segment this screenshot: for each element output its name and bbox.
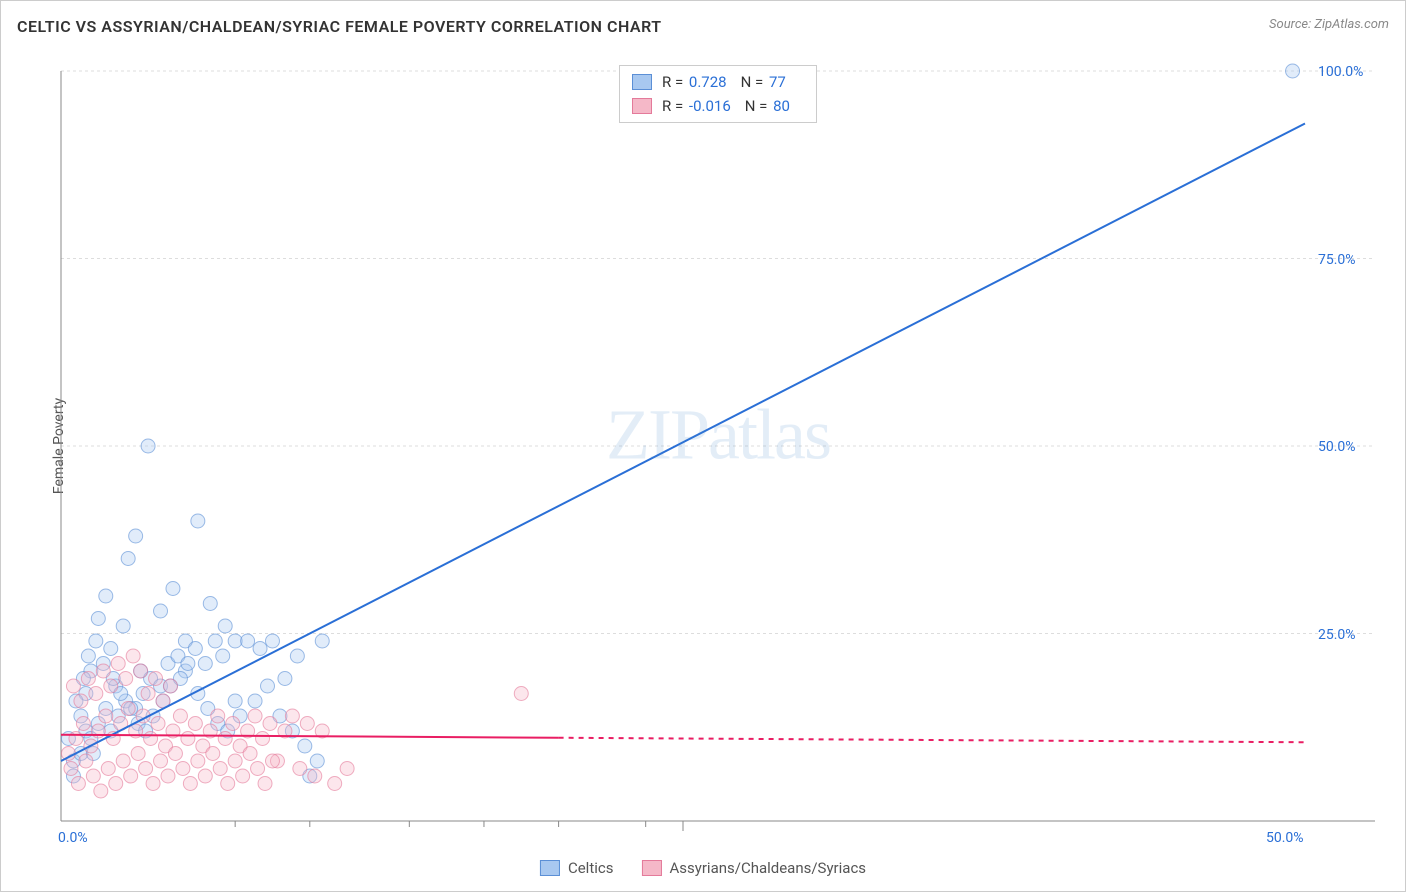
- legend-label-1: Celtics: [568, 859, 614, 877]
- n-value-2: 80: [773, 97, 790, 115]
- r-label-2: R =: [662, 97, 687, 115]
- chart-title: CELTIC VS ASSYRIAN/CHALDEAN/SYRIAC FEMAL…: [17, 17, 662, 36]
- n-value-1: 77: [769, 73, 786, 91]
- y-tick-label: 100.0%: [1318, 64, 1363, 80]
- legend-label-2: Assyrians/Chaldeans/Syriacs: [669, 859, 866, 877]
- source-attribution: Source: ZipAtlas.com: [1269, 17, 1389, 32]
- chart-container: CELTIC VS ASSYRIAN/CHALDEAN/SYRIAC FEMAL…: [0, 0, 1406, 892]
- y-tick-label: 75.0%: [1318, 252, 1356, 268]
- legend-swatch-1: [540, 860, 560, 876]
- stats-row-series-1: R = 0.728 N = 77: [632, 70, 804, 94]
- series-legend: Celtics Assyrians/Chaldeans/Syriacs: [540, 859, 866, 877]
- n-label-1: N =: [741, 73, 767, 91]
- swatch-series-1: [632, 74, 652, 90]
- x-tick-label: 0.0%: [58, 830, 88, 846]
- r-label-1: R =: [662, 73, 687, 91]
- scatter-svg: [51, 61, 1385, 841]
- r-value-2: -0.016: [689, 97, 731, 115]
- stats-row-series-2: R = -0.016 N = 80: [632, 94, 804, 118]
- swatch-series-2: [632, 98, 652, 114]
- n-label-2: N =: [745, 97, 771, 115]
- stats-legend: R = 0.728 N = 77 R = -0.016 N = 80: [619, 65, 817, 123]
- legend-item-1: Celtics: [540, 859, 614, 877]
- legend-swatch-2: [641, 860, 661, 876]
- plot-area: ZIPatlas R = 0.728N = 77 R = -0.016N = 8…: [51, 61, 1385, 841]
- legend-item-2: Assyrians/Chaldeans/Syriacs: [641, 859, 866, 877]
- y-tick-label: 50.0%: [1318, 439, 1356, 455]
- y-tick-label: 25.0%: [1318, 627, 1356, 643]
- x-tick-label: 50.0%: [1266, 830, 1304, 846]
- r-value-1: 0.728: [689, 73, 727, 91]
